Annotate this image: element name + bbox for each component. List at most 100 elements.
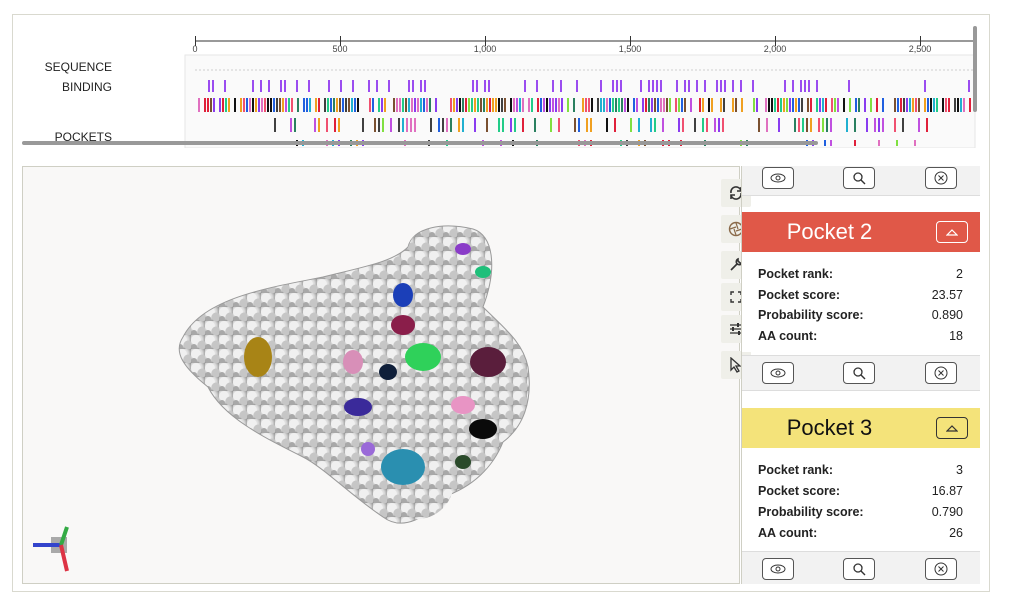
vertical-scrollbar[interactable] — [973, 26, 977, 112]
pocket-residue-mark — [550, 118, 552, 132]
residue-mark — [417, 98, 419, 112]
residue-mark — [414, 98, 416, 112]
residue-mark — [408, 98, 410, 112]
pocket-residue-mark — [294, 118, 296, 132]
pocket-patch — [455, 455, 471, 469]
structure-viewer[interactable] — [22, 166, 751, 584]
residue-mark — [666, 98, 668, 112]
pocket-2-collapse-button[interactable] — [936, 221, 968, 243]
residue-mark — [606, 98, 608, 112]
focus-pocket-button[interactable] — [843, 558, 875, 580]
ruler-label: 0 — [192, 44, 197, 54]
residue-mark — [519, 98, 521, 112]
hide-pocket-button[interactable] — [925, 558, 957, 580]
binding-site-mark — [472, 80, 474, 92]
residue-mark — [339, 98, 341, 112]
hide-pocket-button[interactable] — [925, 362, 957, 384]
residue-mark — [450, 98, 452, 112]
residue-mark — [963, 98, 965, 112]
ruler-ticks — [195, 36, 921, 46]
residue-mark — [792, 98, 794, 112]
residue-mark — [837, 98, 839, 112]
residue-mark — [264, 98, 266, 112]
pocket-3-header[interactable]: Pocket 3 — [742, 408, 980, 448]
residue-mark — [627, 98, 629, 112]
binding-site-mark — [424, 80, 426, 92]
pocket-residue-mark — [414, 118, 416, 132]
residue-mark — [711, 98, 713, 112]
residue-mark — [429, 98, 431, 112]
binding-site-mark — [296, 80, 298, 92]
residue-mark — [492, 98, 494, 112]
binding-site-mark — [660, 80, 662, 92]
residue-mark — [615, 98, 617, 112]
focus-pocket-button[interactable] — [843, 362, 875, 384]
residue-mark — [288, 98, 290, 112]
pocket-residue-mark — [878, 140, 880, 146]
residue-mark — [789, 98, 791, 112]
residue-mark — [249, 98, 251, 112]
residue-mark — [252, 98, 254, 112]
binding-site-mark — [420, 80, 422, 92]
residue-mark — [621, 98, 623, 112]
residue-mark — [600, 98, 602, 112]
pocket-residue-mark — [450, 118, 452, 132]
residue-mark — [324, 98, 326, 112]
residue-mark — [681, 98, 683, 112]
residue-mark — [969, 98, 971, 112]
residue-mark — [357, 98, 359, 112]
residue-mark — [555, 98, 557, 112]
pocket-3-collapse-button[interactable] — [936, 417, 968, 439]
protein-surface[interactable] — [23, 167, 739, 583]
residue-mark — [684, 98, 686, 112]
show-pocket-button[interactable] — [762, 167, 794, 189]
residue-mark — [657, 98, 659, 112]
residue-mark — [609, 98, 611, 112]
sequence-tracks[interactable]: 0 500 1,000 1,500 2,000 2,500 — [20, 24, 982, 148]
residue-mark — [870, 98, 872, 112]
pocket-residue-mark — [918, 118, 920, 132]
residue-mark — [234, 98, 236, 112]
binding-site-mark — [352, 80, 354, 92]
residue-mark — [489, 98, 491, 112]
show-pocket-button[interactable] — [762, 558, 794, 580]
residue-mark — [741, 98, 743, 112]
focus-pocket-button[interactable] — [843, 167, 875, 189]
binding-track[interactable] — [198, 80, 971, 112]
residue-mark — [384, 98, 386, 112]
pocket-residue-mark — [338, 118, 340, 132]
residue-mark — [225, 98, 227, 112]
residue-mark — [327, 98, 329, 112]
residue-mark — [426, 98, 428, 112]
pocket-panel[interactable]: Pocket 2 Pocket rank: 2 Pocket score: 23.5… — [741, 166, 980, 584]
residue-mark — [462, 98, 464, 112]
pocket-residue-mark — [438, 118, 440, 132]
residue-mark — [819, 98, 821, 112]
pocket-3-actions — [742, 551, 980, 584]
residue-mark — [768, 98, 770, 112]
sequence-viewer[interactable]: SEQUENCE BINDING POCKETS 0 500 1,000 1,5… — [20, 24, 982, 148]
show-pocket-button[interactable] — [762, 362, 794, 384]
pocket-residue-mark — [662, 118, 664, 132]
residue-mark — [912, 98, 914, 112]
hide-pocket-button[interactable] — [925, 167, 957, 189]
binding-site-mark — [684, 80, 686, 92]
cursor-icon — [730, 357, 742, 373]
binding-site-mark — [808, 80, 810, 92]
pocket-residue-mark — [802, 118, 804, 132]
pocket-residue-mark — [374, 118, 376, 132]
binding-site-mark — [388, 80, 390, 92]
residue-mark — [285, 98, 287, 112]
binding-site-mark — [724, 80, 726, 92]
horizontal-scrollbar[interactable] — [22, 141, 818, 145]
binding-site-mark — [816, 80, 818, 92]
residue-mark — [783, 98, 785, 112]
residue-mark — [270, 98, 272, 112]
residue-mark — [282, 98, 284, 112]
residue-mark — [405, 98, 407, 112]
pocket-residue-mark — [406, 118, 408, 132]
binding-site-mark — [308, 80, 310, 92]
ruler-label: 2,000 — [764, 44, 787, 54]
axes-gizmo — [33, 526, 69, 572]
pocket-2-header[interactable]: Pocket 2 — [742, 212, 980, 252]
